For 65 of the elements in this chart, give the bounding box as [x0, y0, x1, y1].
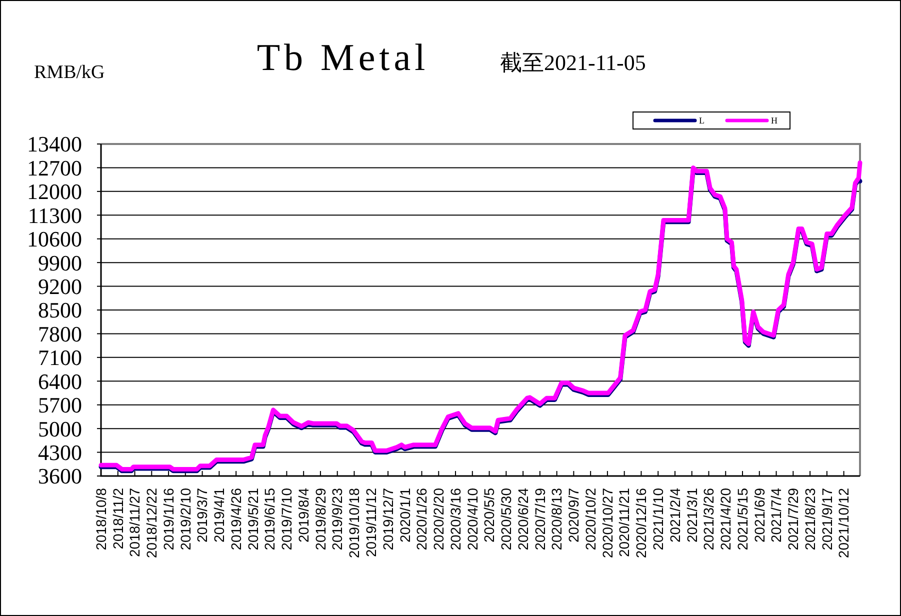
x-tick-label: 2020/5/30	[498, 488, 514, 550]
x-tick-label: 2020/7/19	[532, 488, 548, 550]
y-tick-label: 6400	[38, 368, 82, 394]
x-tick-label: 2018/12/22	[144, 488, 160, 558]
x-tick-label: 2018/11/27	[126, 488, 143, 558]
x-tick-label: 2020/3/16	[447, 488, 464, 550]
x-tick-label: 2019/10/18	[346, 488, 362, 558]
x-tick-label: 2021/2/4	[666, 488, 683, 542]
x-tick-label: 2019/6/15	[262, 488, 278, 550]
x-tick-label: 2019/9/23	[329, 488, 346, 550]
y-axis-title: RMB/kG	[34, 62, 106, 83]
y-tick-label: 11300	[28, 202, 82, 228]
x-tick-label: 2020/1/1	[396, 488, 413, 542]
x-tick-label: 2019/7/10	[278, 488, 295, 550]
y-tick-label: 8500	[38, 298, 82, 323]
y-tick-label: 13400	[27, 132, 82, 157]
x-tick-label: 2019/3/7	[194, 488, 210, 542]
x-tick-label: 2020/11/21	[616, 488, 632, 558]
y-tick-label: 9900	[38, 250, 82, 276]
x-tick-label: 2021/6/9	[751, 488, 768, 542]
x-tick-label: 2021/7/29	[785, 488, 802, 550]
x-tick-label: 2021/9/17	[818, 488, 835, 550]
x-tick-label: 2018/11/2	[110, 488, 126, 550]
x-tick-label: 2019/4/26	[228, 488, 244, 550]
y-tick-label: 4300	[38, 440, 82, 465]
x-tick-label: 2018/10/8	[92, 488, 109, 550]
x-tick-label: 2021/3/26	[700, 488, 717, 550]
legend-label: L	[699, 116, 704, 126]
x-tick-label: 2021/8/23	[802, 488, 818, 550]
y-tick-label: 10600	[27, 226, 82, 252]
x-tick-label: 2020/2/20	[430, 488, 447, 550]
y-tick-label: 12000	[27, 179, 82, 204]
x-tick-label: 2020/10/2	[582, 488, 598, 550]
x-tick-label: 2021/4/20	[718, 488, 734, 550]
legend-label: H	[771, 116, 778, 126]
x-tick-label: 2019/5/21	[244, 488, 261, 550]
x-tick-label: 2021/5/15	[734, 488, 750, 550]
x-tick-label: 2020/9/7	[566, 488, 582, 542]
x-tick-label: 2020/8/13	[548, 488, 565, 550]
x-tick-label: 2020/12/16	[633, 488, 650, 558]
x-tick-label: 2020/10/27	[599, 488, 616, 558]
x-tick-label: 2021/1/10	[650, 488, 666, 550]
y-tick-label: 12700	[27, 155, 82, 180]
chart-subtitle: 截至2021-11-05	[500, 50, 646, 75]
y-tick-label: 7100	[38, 345, 82, 370]
x-tick-label: 2020/1/26	[414, 488, 430, 550]
y-tick-label: 5700	[38, 392, 82, 418]
x-tick-label: 2020/5/5	[481, 488, 498, 542]
chart-title: Tb Metal	[256, 37, 430, 79]
x-tick-label: 2019/11/12	[363, 488, 380, 558]
x-tick-label: 2019/8/4	[295, 488, 312, 542]
x-tick-label: 2019/1/16	[160, 488, 176, 550]
x-tick-label: 2021/7/4	[768, 488, 784, 542]
x-tick-label: 2021/10/12	[836, 488, 852, 558]
x-tick-label: 2020/4/10	[464, 488, 480, 550]
y-tick-label: 9200	[38, 274, 82, 299]
x-tick-label: 2019/8/29	[312, 488, 328, 550]
y-tick-label: 7800	[38, 321, 82, 346]
x-tick-label: 2021/3/1	[684, 488, 700, 542]
x-tick-label: 2020/6/24	[514, 488, 531, 550]
x-tick-label: 2019/4/1	[211, 488, 228, 542]
y-tick-label: 5000	[38, 416, 82, 442]
y-tick-label: 3600	[38, 464, 82, 489]
x-tick-label: 2019/2/10	[177, 488, 194, 550]
x-tick-label: 2019/12/7	[380, 488, 396, 550]
